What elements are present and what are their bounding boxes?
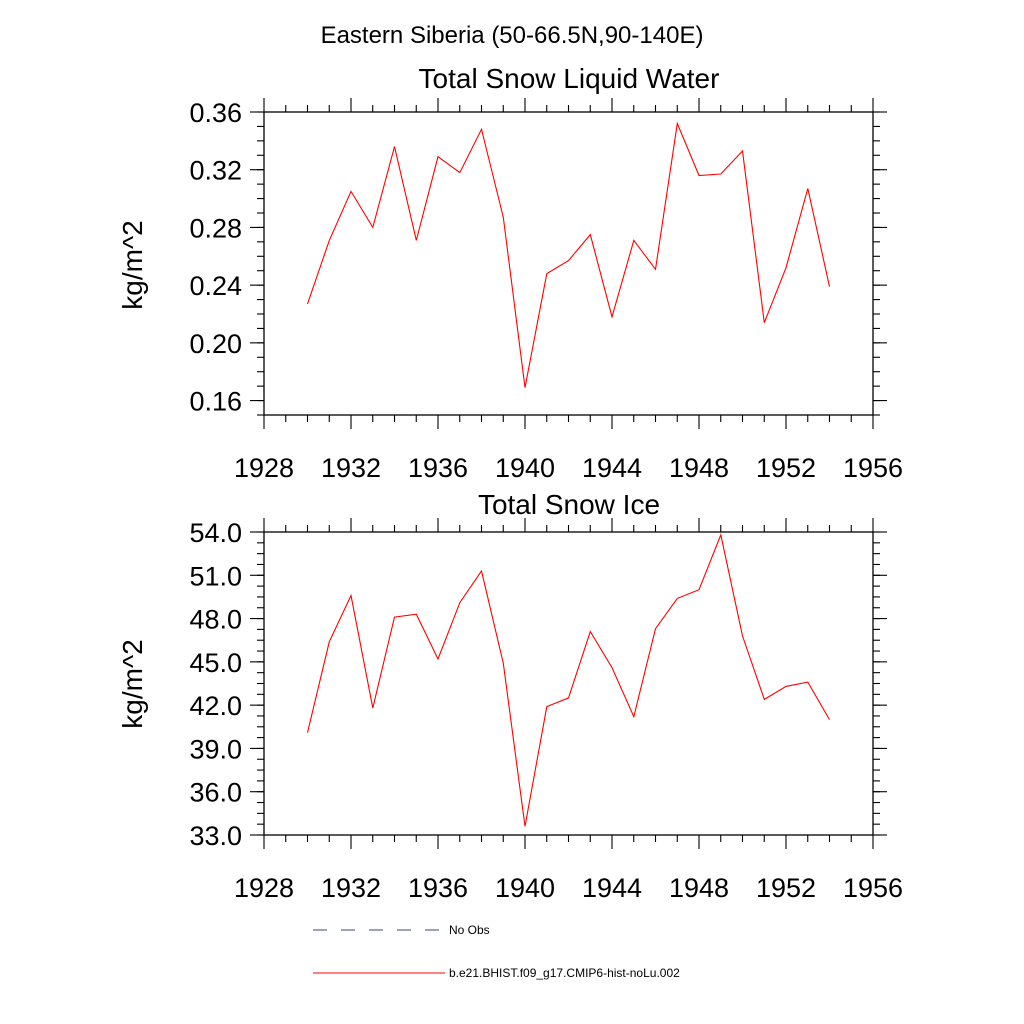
plot-frame: [263, 531, 874, 836]
y-tick-label: 39.0: [189, 734, 242, 764]
y-tick-label: 33.0: [189, 821, 242, 851]
y-axis-label: kg/m^2: [117, 639, 148, 728]
panel-snow-liquid-water: Total Snow Liquid Water kg/m^2 1928 1932 1…: [117, 63, 903, 483]
legend-label-no-obs: No Obs: [449, 923, 490, 937]
y-tick-label: 0.20: [189, 329, 242, 359]
legend-label-model: b.e21.BHIST.f09_g17.CMIP6-hist-noLu.002: [449, 966, 680, 980]
x-tick-label: 1952: [756, 453, 816, 483]
y-tick-label: 42.0: [189, 691, 242, 721]
x-tick-label: 1948: [669, 453, 729, 483]
y-tick-label: 0.16: [189, 387, 242, 417]
y-axis-label: kg/m^2: [117, 220, 148, 309]
x-tick-label: 1956: [843, 873, 903, 903]
x-tick-label: 1928: [234, 873, 294, 903]
y-tick-label: 0.28: [189, 213, 242, 243]
series-line-snow-liquid-water: [306, 121, 831, 388]
panel-title: Total Snow Ice: [478, 489, 660, 520]
y-tick-label: 0.32: [189, 156, 242, 186]
y-tick-label: 51.0: [189, 561, 242, 591]
legend: No Obs b.e21.BHIST.f09_g17.CMIP6-hist-no…: [313, 923, 680, 980]
x-tick-label: 1952: [756, 873, 816, 903]
x-tick-label: 1956: [843, 453, 903, 483]
x-tick-label: 1936: [408, 453, 468, 483]
y-tick-label: 45.0: [189, 648, 242, 678]
x-tick-label: 1940: [495, 453, 555, 483]
x-tick-label: 1932: [321, 453, 381, 483]
panel-snow-ice: Total Snow Ice kg/m^2 1928 1932 1936 1940 19…: [117, 489, 903, 903]
y-tick-label: 0.36: [189, 98, 242, 128]
series-line-snow-ice: [306, 533, 830, 827]
x-tick-label: 1948: [669, 873, 729, 903]
x-tick-label: 1928: [234, 453, 294, 483]
plot-frame: [263, 111, 874, 416]
y-tick-label: 54.0: [189, 518, 242, 548]
x-tick-label: 1936: [408, 873, 468, 903]
panel-title: Total Snow Liquid Water: [419, 63, 720, 94]
x-tick-label: 1932: [321, 873, 381, 903]
figure-suptitle: Eastern Siberia (50-66.5N,90-140E): [321, 22, 704, 49]
x-tick-label: 1944: [582, 873, 642, 903]
x-tick-label: 1944: [582, 453, 642, 483]
y-tick-label: 36.0: [189, 778, 242, 808]
x-tick-label: 1940: [495, 873, 555, 903]
y-tick-label: 48.0: [189, 605, 242, 635]
y-tick-label: 0.24: [189, 271, 242, 301]
